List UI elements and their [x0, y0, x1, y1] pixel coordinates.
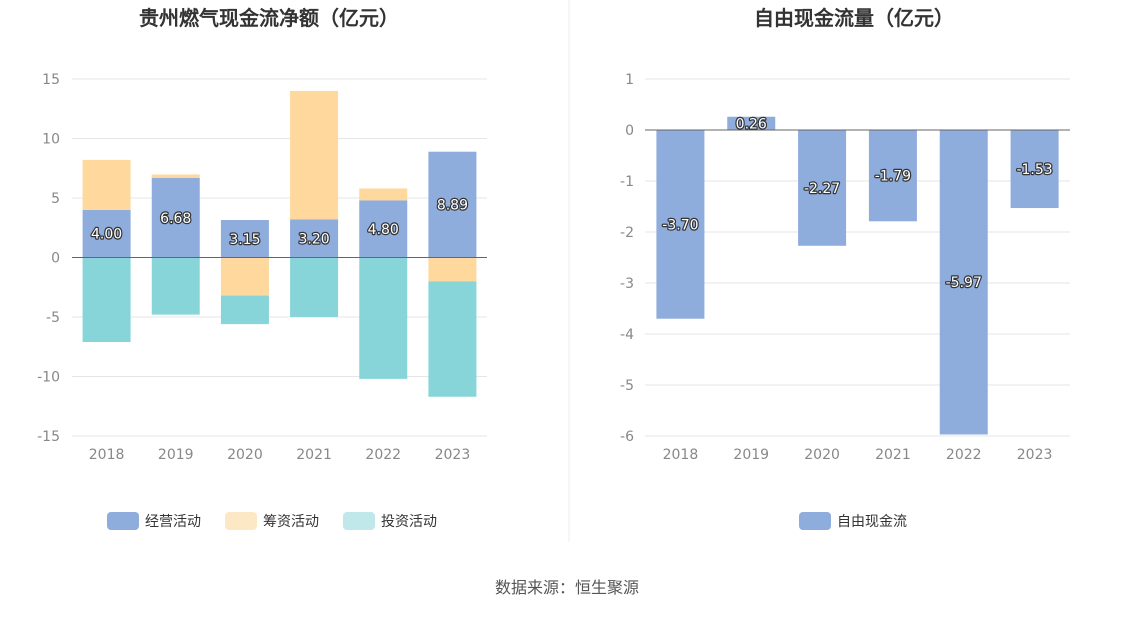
cash-flow-data-labels: 4.00 6.68 3.15 3.20 4.80 8.89: [90, 196, 469, 249]
y-tick-label: 5: [51, 191, 60, 207]
free-cash-flow-chart: 自由现金流量（亿元） 1 0 -1 -2 -3 -4 -5 -6 -3.70 0.26 -2.27…: [620, 6, 1070, 530]
bar-financing-2018: [82, 159, 131, 210]
legend-item-financing[interactable]: 筹资活动: [225, 512, 319, 530]
free-cash-flow-chart-title: 自由现金流量（亿元）: [754, 6, 954, 30]
bar-free_cash-2022: [939, 130, 988, 435]
x-tick-label: 2021: [875, 447, 911, 463]
y-tick-label: 1: [625, 72, 634, 88]
cash-flow-y-axis: 15 10 5 0 -5 -10 -15: [37, 72, 60, 445]
data-label: 4.80: [368, 222, 399, 238]
bar-investing-2019: [151, 257, 200, 315]
x-tick-label: 2023: [435, 447, 471, 463]
cash-flow-chart-title: 贵州燃气现金流净额（亿元）: [139, 6, 399, 30]
cash-flow-legend: 经营活动 筹资活动 投资活动: [107, 512, 437, 530]
x-tick-label: 2018: [663, 447, 699, 463]
bar-financing-2021: [290, 90, 339, 220]
bar-financing-2022: [359, 188, 408, 201]
bar-investing-2020: [220, 295, 269, 325]
data-label: 3.15: [229, 232, 260, 248]
y-tick-label: -4: [620, 327, 634, 343]
free-cash-flow-gridlines: [645, 78, 1070, 437]
x-tick-label: 2023: [1017, 447, 1053, 463]
bar-free_cash-2021: [868, 130, 917, 222]
cash-flow-chart: 贵州燃气现金流净额（亿元） 15 10 5 0 -5 -10 -15 4.00 6.68 3.1…: [37, 6, 487, 530]
x-tick-label: 2022: [365, 447, 401, 463]
x-tick-label: 2022: [946, 447, 982, 463]
bar-free_cash-2019: [727, 116, 776, 130]
data-label: 3.20: [298, 231, 329, 247]
x-tick-label: 2018: [89, 447, 125, 463]
bar-free_cash-2018: [656, 130, 705, 319]
bar-free_cash-2020: [798, 130, 847, 246]
bar-financing-2020: [220, 257, 269, 296]
legend-item-operating[interactable]: 经营活动: [107, 512, 201, 530]
cash-flow-bars: [82, 90, 477, 397]
bar-investing-2021: [290, 257, 339, 317]
free-cash-flow-x-axis: 2018 2019 2020 2021 2022 2023: [663, 447, 1053, 463]
free-cash-flow-legend: 自由现金流: [799, 512, 907, 530]
data-label: -1.79: [875, 169, 911, 185]
y-tick-label: 0: [51, 251, 60, 267]
bar-investing-2018: [82, 257, 131, 342]
legend-label: 筹资活动: [263, 513, 319, 530]
bar-operating-2022: [359, 200, 408, 258]
legend-label: 经营活动: [145, 514, 201, 530]
data-label: -3.70: [662, 217, 698, 233]
bar-operating-2021: [290, 219, 339, 258]
legend-item-investing[interactable]: 投资活动: [343, 512, 437, 530]
bar-investing-2023: [428, 281, 477, 397]
y-tick-label: -2: [620, 225, 634, 241]
data-label: 6.68: [160, 211, 191, 227]
bar-free_cash-2023: [1010, 130, 1059, 209]
legend-item-free_cash[interactable]: 自由现金流: [799, 512, 907, 530]
free-cash-flow-bars: [656, 116, 1059, 435]
x-tick-label: 2021: [296, 447, 332, 463]
data-label: -5.97: [946, 275, 982, 291]
legend-swatch: [225, 512, 257, 530]
bar-investing-2022: [359, 257, 408, 379]
y-tick-label: -3: [620, 276, 634, 292]
bar-financing-2023: [428, 257, 477, 282]
bar-operating-2018: [82, 209, 131, 258]
y-tick-label: -1: [620, 174, 634, 190]
data-source-note: 数据来源：恒生聚源: [494, 578, 639, 597]
y-tick-label: 0: [625, 123, 634, 139]
x-tick-label: 2019: [158, 447, 194, 463]
bar-operating-2020: [220, 220, 269, 258]
y-tick-label: -5: [46, 310, 60, 326]
y-tick-label: -10: [37, 370, 60, 386]
data-label: -1.53: [1016, 162, 1052, 178]
y-tick-label: -5: [620, 378, 634, 394]
free-cash-flow-data-labels: -3.70 0.26 -2.27 -1.79 -5.97 -1.53: [661, 115, 1054, 292]
legend-swatch: [107, 512, 139, 530]
data-label: 8.89: [437, 198, 468, 214]
legend-swatch: [799, 512, 831, 530]
x-tick-label: 2019: [733, 447, 769, 463]
data-label: -2.27: [804, 181, 840, 197]
y-tick-label: 10: [42, 132, 60, 148]
legend-label: 自由现金流: [837, 514, 907, 530]
cash-flow-x-axis: 2018 2019 2020 2021 2022 2023: [89, 447, 470, 463]
x-tick-label: 2020: [804, 447, 840, 463]
y-tick-label: -15: [37, 429, 60, 445]
bar-financing-2019: [151, 174, 200, 179]
x-tick-label: 2020: [227, 447, 263, 463]
legend-label: 投资活动: [381, 514, 437, 530]
data-label: 4.00: [91, 227, 122, 243]
bar-operating-2023: [428, 151, 477, 258]
bar-operating-2019: [151, 178, 200, 258]
legend-swatch: [343, 512, 375, 530]
y-tick-label: -6: [620, 429, 634, 445]
data-label: 0.26: [736, 116, 767, 132]
free-cash-flow-y-axis: 1 0 -1 -2 -3 -4 -5 -6: [620, 72, 634, 445]
y-tick-label: 15: [42, 72, 60, 88]
